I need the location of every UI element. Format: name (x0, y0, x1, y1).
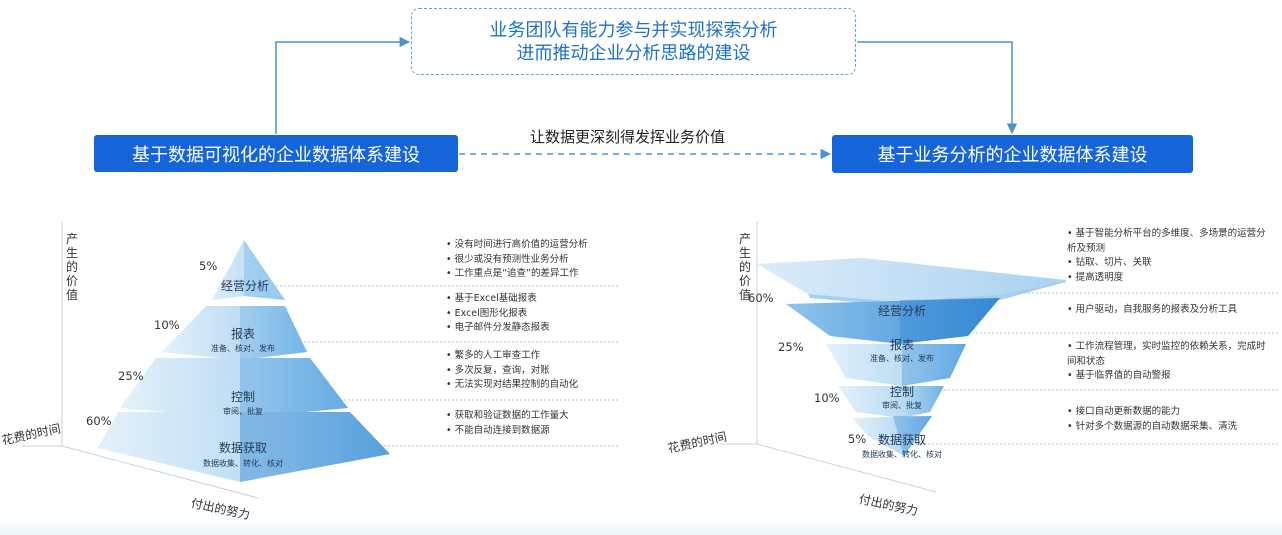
right-pyramid (757, 258, 1066, 456)
arrow-left-to-top (275, 36, 411, 134)
right-layer-2 (786, 298, 1000, 344)
right-note-text: • 工作流程管理，实时监控的依赖关系，完成时 (1067, 341, 1266, 352)
left-note-text: • 多次反复，查询，对账 (446, 364, 550, 376)
left-note-text: • Excel图形化报表 (446, 307, 528, 319)
left-note-text: • 繁多的人工审查工作 (446, 350, 541, 361)
left-layer-2 (162, 306, 307, 360)
right-note-group-1: • 基于智能分析平台的多维度、多场景的运营分 析及预测 • 钻取、切片、关联 •… (1067, 227, 1266, 285)
left-layer-3-title: 控制 (230, 390, 255, 404)
left-note-group-4: • 获取和验证数据的工作量大 • 不能自动连接到数据源 (446, 409, 569, 438)
right-note-text: • 钻取、切片、关联 (1067, 257, 1152, 268)
left-layer-3-sub: 审阅、批复 (223, 407, 263, 416)
top-goal-box: 业务团队有能力参与并实现探索分析 进而推动企业分析思路的建设 (411, 8, 856, 75)
arrow-top-to-right (857, 41, 1018, 135)
left-stage-box: 基于数据可视化的企业数据体系建设 (94, 135, 458, 172)
right-note-group-4: • 接口自动更新数据的能力 • 针对多个数据源的自动数据采集、清洗 (1067, 405, 1237, 434)
right-note-text: 析及预测 (1067, 242, 1106, 254)
right-note-text: • 基于智能分析平台的多维度、多场景的运营分 (1067, 228, 1266, 239)
right-note-group-2: • 用户驱动，自我服务的报表及分析工具 (1067, 303, 1237, 318)
right-note-text: • 基于临界值的自动警报 (1067, 370, 1171, 381)
middle-arrow-label: 让数据更深刻得发挥业务价值 (530, 128, 726, 146)
bottom-fade (0, 505, 1282, 535)
right-layer-2-sub: 准备、核对、发布 (870, 354, 934, 363)
right-layer-5 (852, 416, 932, 456)
left-pyramid (98, 240, 390, 482)
left-layer-2-title: 报表 (230, 327, 255, 341)
right-layer-3 (826, 344, 966, 386)
right-layer-4-sub: 数据收集、转化、核对 (862, 450, 942, 459)
right-layer-2-title: 报表 (889, 338, 914, 352)
left-note-text: • 工作重点是“追查”的差异工作 (446, 268, 579, 279)
right-leader-lines (900, 292, 1280, 445)
left-note-group-3: • 繁多的人工审查工作 • 多次反复，查询，对账 • 无法实现对结果控制的自动化 (446, 349, 578, 393)
left-note-text: • 不能自动连接到数据源 (446, 424, 550, 436)
right-note-text: • 接口自动更新数据的能力 (1067, 406, 1181, 417)
left-leader-lines (240, 285, 618, 447)
right-note-text: • 用户驱动，自我服务的报表及分析工具 (1067, 304, 1238, 315)
right-pct-4: 5% (848, 432, 867, 446)
left-layer-3 (120, 358, 348, 418)
right-note-text: • 提高透明度 (1067, 271, 1124, 283)
right-pct-3: 10% (814, 391, 840, 405)
left-note-text: • 获取和验证数据的工作量大 (446, 410, 569, 421)
right-layer-1-title: 经营分析 (877, 304, 926, 318)
right-pct-2: 25% (778, 340, 804, 354)
left-pct-4: 60% (86, 414, 112, 428)
left-layer-4-title: 数据获取 (218, 441, 267, 455)
left-pct-2: 10% (154, 318, 180, 332)
right-layer-1-top (757, 258, 1066, 302)
left-note-text: • 很少或没有预测性业务分析 (446, 253, 569, 265)
left-layer-2-sub: 准备、核对、发布 (211, 344, 275, 353)
right-axes (720, 222, 937, 493)
right-layer-4-title: 数据获取 (877, 433, 926, 447)
top-box-line-2: 进而推动企业分析思路的建设 (516, 42, 751, 64)
right-pct-1: 60% (748, 291, 774, 305)
left-note-group-2: • 基于Excel基础报表 • Excel图形化报表 • 电子邮件分发静态报表 (446, 292, 550, 336)
left-layer-1-title: 经营分析 (220, 279, 269, 293)
right-axis-value-label: 产 生 的 价 值 (739, 232, 752, 302)
left-pct-3: 25% (118, 369, 144, 383)
right-layer-4 (838, 386, 944, 418)
left-note-group-1: • 没有时间进行高价值的运营分析 • 很少或没有预测性业务分析 • 工作重点是“… (446, 238, 588, 282)
right-stage-box: 基于业务分析的企业数据体系建设 (832, 135, 1193, 173)
left-note-text: • 基于Excel基础报表 (446, 293, 537, 304)
left-pct-1: 5% (199, 259, 218, 273)
left-note-text: • 电子邮件分发静态报表 (446, 322, 550, 333)
right-note-text: • 针对多个数据源的自动数据采集、清洗 (1067, 420, 1238, 432)
right-layer-3-title: 控制 (889, 385, 914, 399)
right-note-group-3: • 工作流程管理，实时监控的依赖关系，完成时 间和状态 • 基于临界值的自动警报 (1067, 340, 1266, 384)
right-note-text: 间和状态 (1067, 355, 1106, 367)
left-layer-4-sub: 数据收集、转化、核对 (203, 459, 283, 468)
left-note-text: • 没有时间进行高价值的运营分析 (446, 239, 588, 250)
left-axes (22, 222, 259, 499)
top-box-line-1: 业务团队有能力参与并实现探索分析 (489, 19, 778, 41)
right-layer-3-sub: 审阅、批复 (882, 401, 922, 410)
left-axis-value-label: 产 生 的 价 值 (66, 232, 79, 302)
left-note-text: • 无法实现对结果控制的自动化 (446, 379, 579, 390)
